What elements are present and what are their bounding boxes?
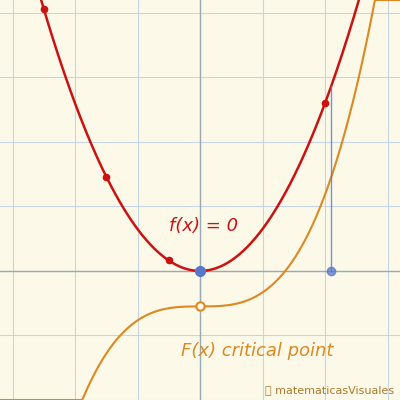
Text: Ⓜ matematicasVisuales: Ⓜ matematicasVisuales [265, 385, 394, 395]
Text: f(x) = 0: f(x) = 0 [169, 218, 238, 236]
Text: F(x) critical point: F(x) critical point [181, 342, 334, 360]
